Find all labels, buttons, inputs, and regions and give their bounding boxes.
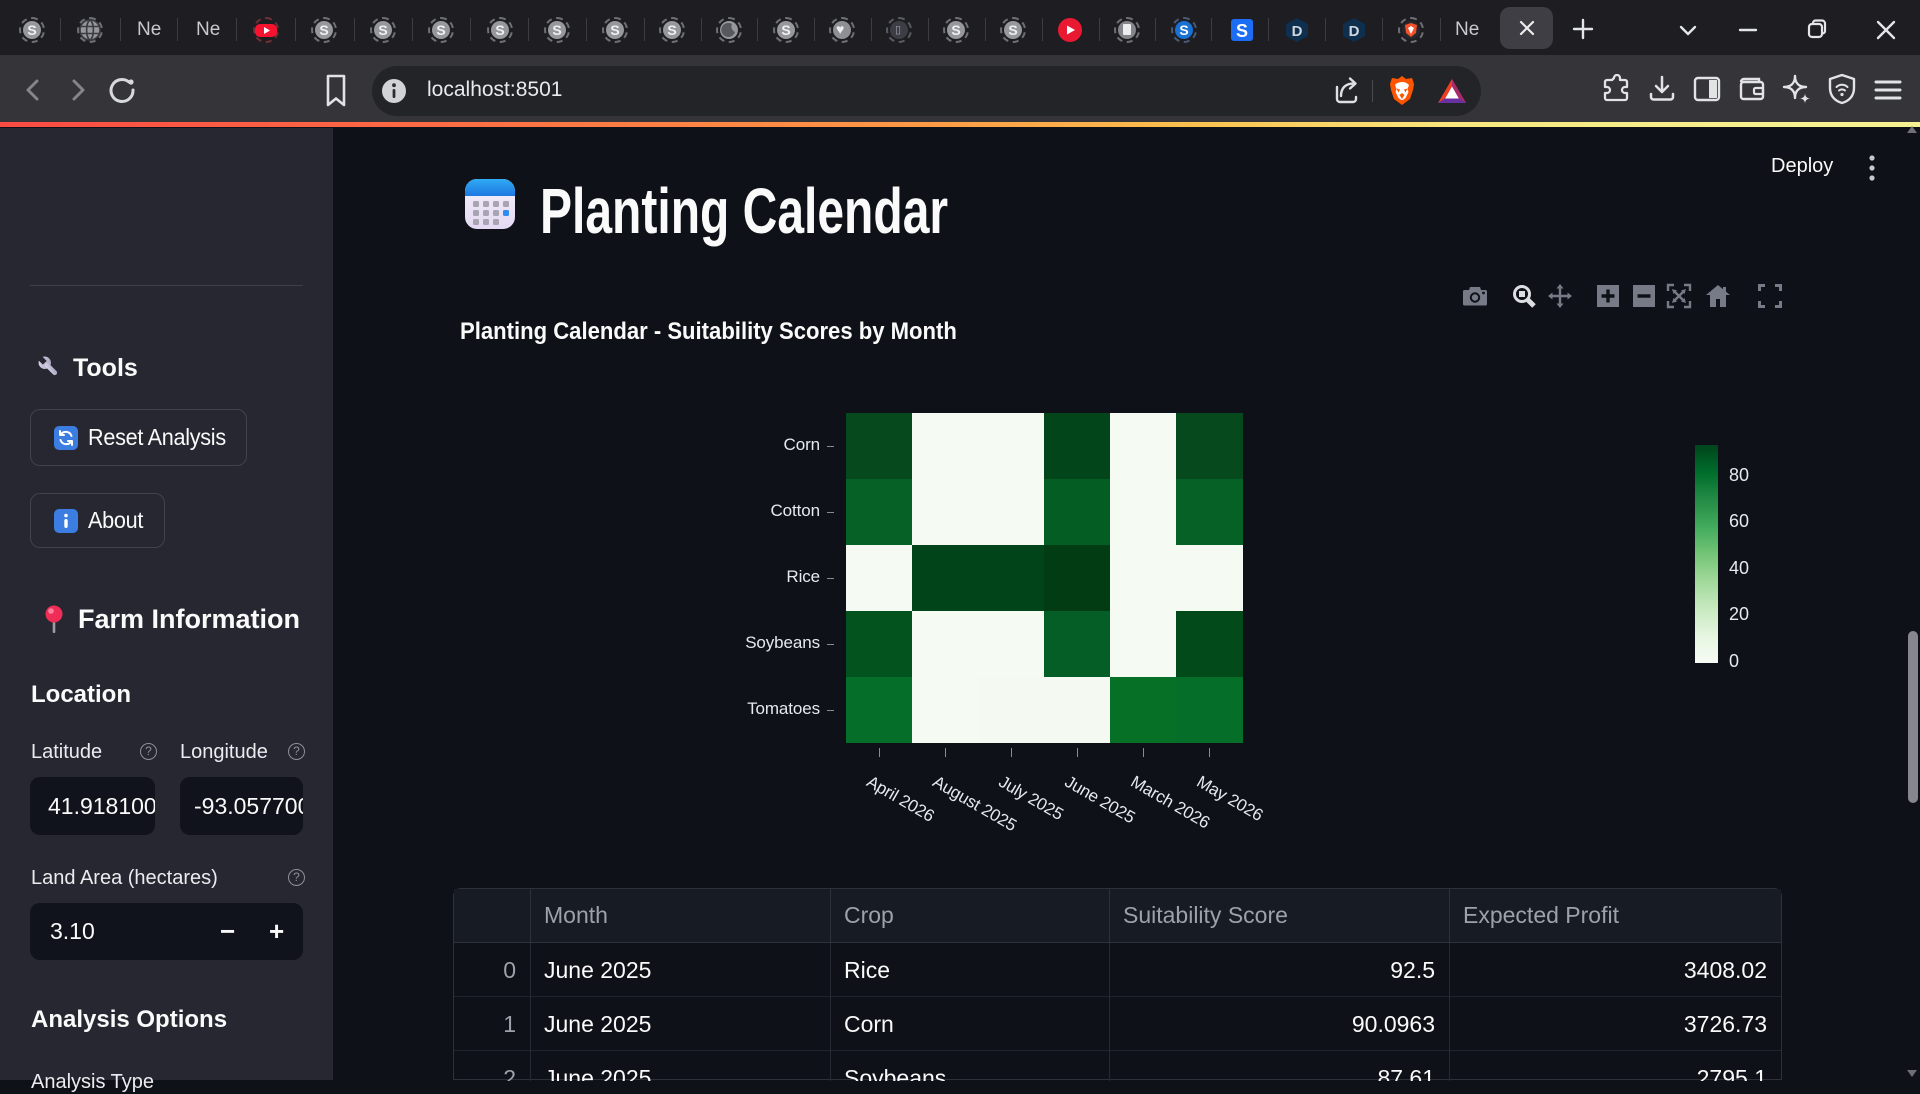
svg-text:D: D (1292, 23, 1303, 40)
svg-text:D: D (1349, 23, 1360, 40)
svg-text:S: S (1236, 21, 1248, 41)
